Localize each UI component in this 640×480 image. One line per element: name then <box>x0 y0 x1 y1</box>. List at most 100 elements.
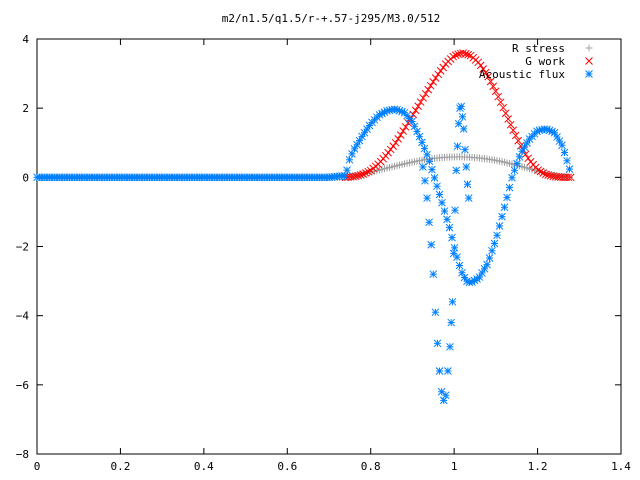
data-point <box>414 102 423 111</box>
data-point <box>476 61 485 70</box>
data-point <box>457 102 466 111</box>
data-point <box>423 150 431 159</box>
data-point <box>452 166 461 175</box>
data-point <box>508 173 516 182</box>
data-marks <box>33 49 575 405</box>
data-point <box>498 212 506 221</box>
data-point <box>359 170 368 179</box>
data-point <box>479 65 488 73</box>
data-point <box>484 72 493 81</box>
data-point <box>433 182 441 191</box>
data-point <box>428 165 436 174</box>
data-point <box>458 112 467 121</box>
data-point <box>514 136 523 145</box>
data-point <box>496 98 505 107</box>
data-point <box>462 163 471 171</box>
data-point <box>501 109 510 118</box>
legend: R stress G work Acoustic flux <box>479 42 593 81</box>
data-point <box>426 81 435 90</box>
data-point <box>436 67 445 75</box>
data-point <box>411 106 420 115</box>
data-point <box>441 391 450 400</box>
data-point <box>500 203 509 212</box>
data-point <box>399 127 408 135</box>
x-tick-label: 0 <box>34 460 41 473</box>
data-point <box>510 166 519 175</box>
data-point <box>563 156 571 165</box>
data-point <box>340 171 349 180</box>
data-point <box>486 77 495 86</box>
legend-label-r-stress: R stress <box>512 42 565 55</box>
data-point <box>524 154 533 163</box>
data-point <box>448 297 457 306</box>
data-point <box>348 150 356 158</box>
x-tick-label: 1.4 <box>611 460 631 473</box>
data-point <box>506 120 515 129</box>
data-point <box>445 223 454 232</box>
data-point <box>485 254 494 262</box>
legend-marker-1 <box>585 57 593 65</box>
legend-marker-0 <box>585 44 593 52</box>
y-tick-label: −4 <box>16 310 30 323</box>
x-tick-label: 0.8 <box>361 460 381 473</box>
data-point <box>443 215 451 224</box>
data-point <box>421 89 430 98</box>
data-point <box>384 148 393 157</box>
data-point <box>420 144 429 153</box>
data-point <box>489 82 498 91</box>
data-point <box>437 387 446 396</box>
data-point <box>361 169 370 177</box>
data-point <box>459 49 468 57</box>
data-point <box>505 183 514 192</box>
data-point <box>419 163 427 171</box>
data-point <box>491 87 500 96</box>
data-point <box>425 218 433 227</box>
data-point <box>439 63 448 72</box>
y-tick-label: −6 <box>16 379 29 392</box>
data-point <box>391 138 400 147</box>
chart-title: m2/n1.5/q1.5/r-+.57-j295/M3.0/512 <box>222 12 441 25</box>
data-point <box>560 148 569 157</box>
data-point <box>438 198 446 207</box>
legend-label-g-work: G work <box>525 55 565 68</box>
y-tick-label: −2 <box>16 241 29 254</box>
data-point <box>349 172 358 181</box>
series-1 <box>341 49 575 182</box>
data-point <box>544 171 553 179</box>
data-point <box>450 243 459 252</box>
data-point <box>435 190 444 199</box>
series-3 <box>419 102 473 405</box>
data-point <box>416 98 425 106</box>
data-point <box>541 170 550 179</box>
data-point <box>447 318 456 327</box>
data-point <box>499 103 508 112</box>
data-point <box>558 141 566 150</box>
data-point <box>564 173 573 182</box>
legend-label-acoustic-flux: Acoustic flux <box>479 68 565 81</box>
data-point <box>504 115 513 123</box>
data-point <box>394 135 403 143</box>
data-point <box>464 194 473 202</box>
x-tick-label: 0.6 <box>277 460 297 473</box>
data-point <box>453 142 462 151</box>
data-point <box>513 159 521 168</box>
y-tick-label: −8 <box>16 448 29 461</box>
data-point <box>488 246 496 255</box>
data-point <box>431 308 440 317</box>
data-point <box>509 126 518 135</box>
plot-frame <box>36 38 622 455</box>
data-point <box>343 166 351 175</box>
y-tick-label: 2 <box>22 102 29 115</box>
x-tick-label: 1 <box>451 460 458 473</box>
data-point <box>449 249 458 258</box>
data-point <box>461 50 470 58</box>
data-point <box>483 260 491 269</box>
data-point <box>419 94 428 102</box>
data-point <box>448 233 456 242</box>
data-point <box>356 171 365 179</box>
y-tick-label: 0 <box>22 171 29 184</box>
data-point <box>503 193 511 202</box>
data-point <box>415 132 424 141</box>
legend-marker-2 <box>585 70 593 78</box>
